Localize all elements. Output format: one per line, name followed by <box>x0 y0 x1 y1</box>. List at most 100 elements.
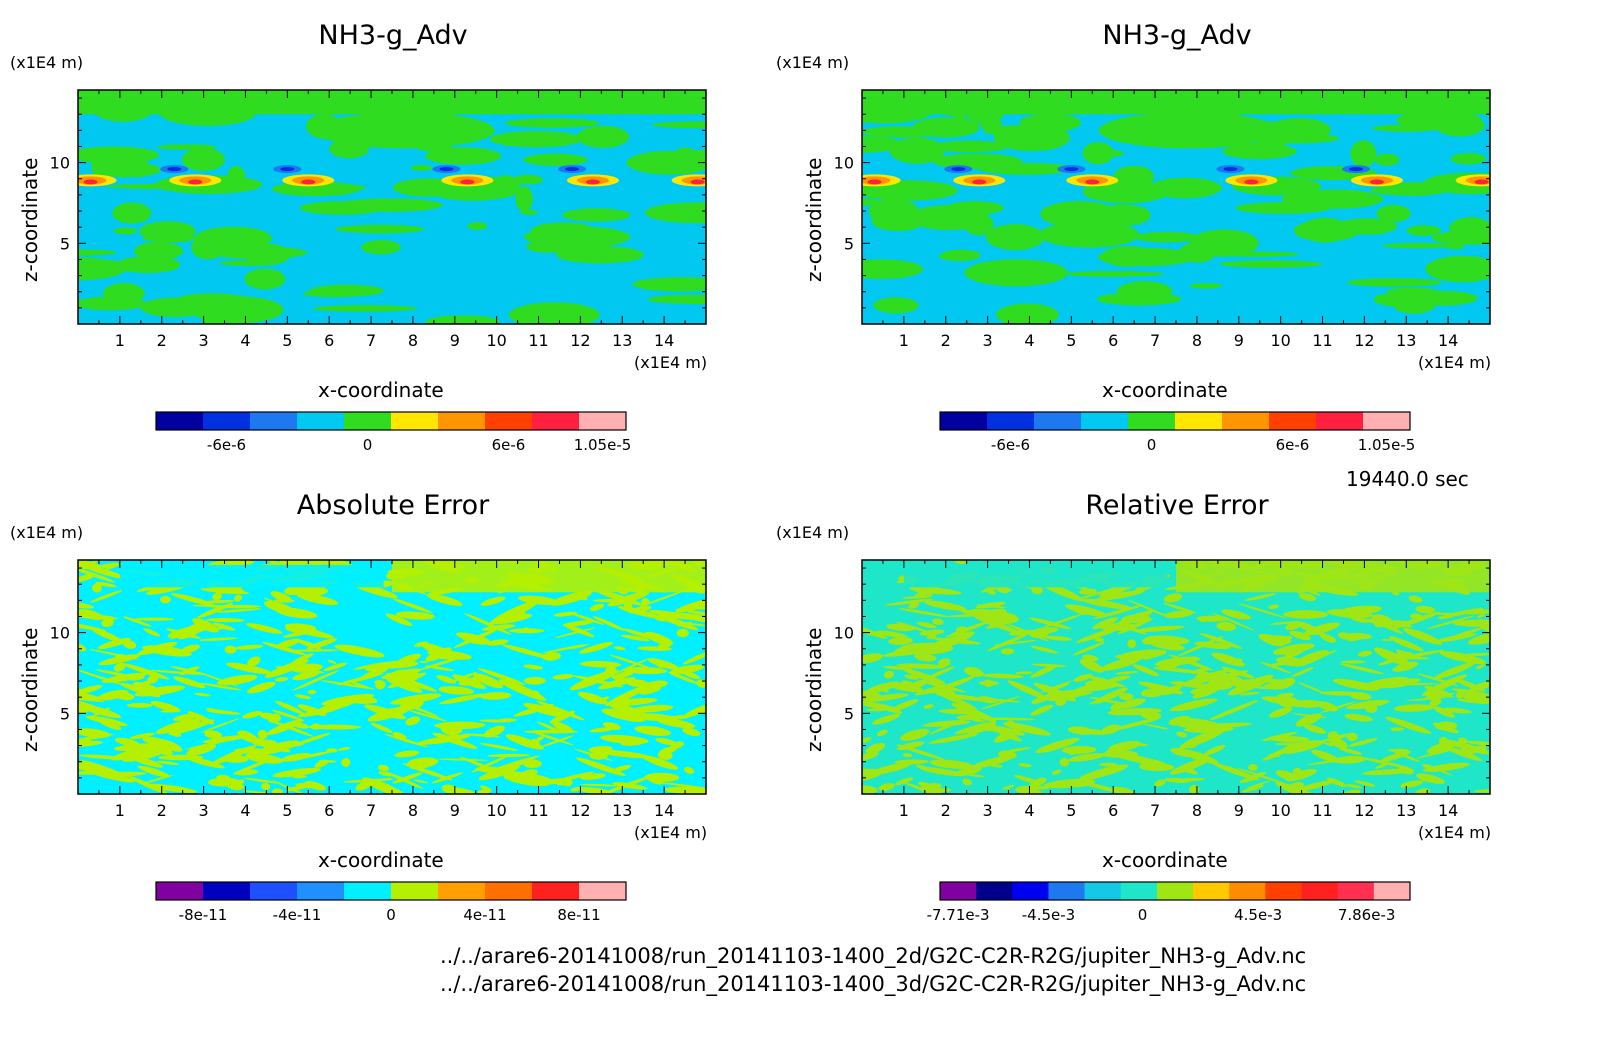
x-tick-label: 11 <box>1312 801 1332 820</box>
field-patch <box>1211 612 1254 631</box>
field-patch <box>575 787 613 794</box>
field-patch <box>540 735 574 748</box>
colorbar-label: 1.05e-5 <box>574 436 632 454</box>
field-patch <box>1339 663 1384 675</box>
x-tick-label: 6 <box>324 801 334 820</box>
field-patch <box>1272 643 1315 655</box>
x-tick-label: 13 <box>612 331 632 350</box>
field-patch <box>1390 727 1404 731</box>
colorbar-label: 0 <box>386 906 396 924</box>
field-patch <box>169 730 182 737</box>
field-patch <box>395 611 435 620</box>
field-patch <box>1074 682 1121 692</box>
feature-positive <box>690 179 705 185</box>
field-patch <box>502 644 551 659</box>
field-patch <box>611 697 658 706</box>
field-patch <box>570 786 584 792</box>
colorbar-swatch <box>1301 882 1338 900</box>
field-patch <box>486 639 509 646</box>
colorbar-swatch <box>987 412 1035 430</box>
field-patch <box>1039 221 1139 248</box>
field-patch <box>1248 763 1258 771</box>
field-patch <box>912 117 980 138</box>
feature-negative <box>280 167 295 172</box>
field-patch <box>1268 753 1280 757</box>
field-patch <box>1003 722 1051 736</box>
field-patch <box>186 743 217 756</box>
field-patch <box>385 613 413 626</box>
field-patch <box>243 777 282 784</box>
field-patch <box>1468 632 1490 645</box>
field-patch <box>1225 658 1243 664</box>
colorbar-frame <box>939 411 1411 431</box>
field-patch <box>597 677 636 690</box>
y-tick-label: 5 <box>60 234 70 253</box>
field-patch <box>156 760 180 765</box>
colorbar-swatch <box>1084 882 1122 900</box>
field-patch <box>634 725 672 736</box>
field-patch <box>278 560 328 566</box>
field-patch <box>605 666 617 670</box>
field-patch <box>1380 638 1395 641</box>
field-patch <box>1098 762 1118 767</box>
field-patch <box>660 764 677 769</box>
field-patch <box>932 153 1023 170</box>
field-patch <box>304 781 327 791</box>
field-patch <box>1000 648 1015 655</box>
field-patch <box>872 713 901 725</box>
colorbar-swatch <box>1120 882 1158 900</box>
field-patch <box>659 746 678 755</box>
field-patch <box>1320 701 1357 713</box>
field-patch <box>123 616 152 627</box>
plot-title: NH3-g_Adv <box>318 20 468 51</box>
field-patch <box>862 136 904 153</box>
x-tick-label: 11 <box>528 331 548 350</box>
field-patch <box>455 632 491 644</box>
colorbar-label: -8e-11 <box>179 906 228 924</box>
colorbar-label: 0 <box>363 436 373 454</box>
field-patch <box>963 213 994 236</box>
field-patch <box>292 670 340 691</box>
colorbar-label: 4e-11 <box>463 906 506 924</box>
x-tick-label: 3 <box>983 801 993 820</box>
colorbar-label: 0 <box>1138 906 1148 924</box>
field-patch <box>536 721 563 734</box>
field-patch <box>95 581 117 588</box>
feature-negative <box>1349 167 1364 172</box>
colorbar-swatch <box>532 412 580 430</box>
field-patch <box>1268 604 1280 610</box>
field-patch <box>512 174 543 185</box>
y-tick-label: 10 <box>834 624 854 643</box>
field-patch <box>868 198 919 225</box>
field-patch <box>205 707 228 713</box>
field-patch <box>436 675 456 684</box>
field-patch <box>78 643 86 652</box>
field-patch <box>314 759 329 768</box>
field-patch <box>1198 616 1211 623</box>
field-patch <box>504 118 600 128</box>
field-patch <box>1426 741 1456 754</box>
field-patch <box>562 208 631 222</box>
colorbar-swatch <box>391 412 439 430</box>
field-patch <box>876 729 888 737</box>
field-patch <box>191 236 225 260</box>
field-patch <box>982 717 1037 721</box>
x-tick-label: 9 <box>450 331 460 350</box>
field-patch <box>1031 663 1067 667</box>
field-patch <box>669 621 706 628</box>
field-patch <box>1336 218 1398 235</box>
colorbar-swatch <box>250 882 298 900</box>
field-patch <box>1116 623 1147 635</box>
field-patch <box>1127 599 1173 619</box>
field-patch <box>1393 704 1434 712</box>
field-patch <box>186 757 225 769</box>
field-patch <box>299 201 385 215</box>
field-patch <box>923 704 934 709</box>
x-unit-label: (x1E4 m) <box>1418 823 1492 842</box>
field-patch <box>264 659 309 678</box>
field-patch <box>942 693 989 702</box>
x-axis-label: x-coordinate <box>318 848 444 872</box>
field-patch <box>1140 688 1165 698</box>
field-patch <box>200 718 240 733</box>
